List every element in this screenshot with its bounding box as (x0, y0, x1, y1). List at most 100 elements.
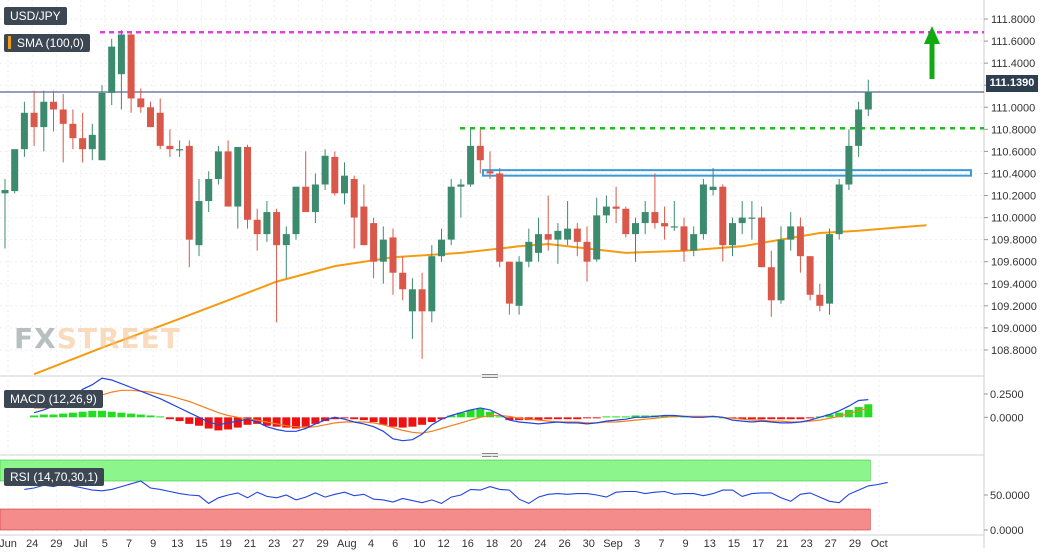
candle-body-up (738, 217, 746, 224)
macd-histogram-bar (495, 416, 504, 418)
x-tick-label: 30 (583, 538, 595, 550)
macd-histogram-bar (321, 417, 330, 422)
macd-histogram-bar (427, 417, 436, 422)
candle-body-up (195, 201, 203, 246)
macd-histogram-bar (553, 417, 562, 420)
candle-body-down (79, 138, 87, 150)
macd-histogram-bar (156, 416, 165, 418)
candle-body-down (370, 223, 378, 262)
x-tick-label: 15 (195, 538, 207, 550)
candle-body-up (457, 184, 465, 187)
candle-body-down (796, 226, 804, 257)
macd-histogram-bar (195, 417, 203, 426)
candle-body-down (30, 112, 38, 128)
macd-histogram-bar (359, 417, 368, 421)
candle-body-up (117, 34, 125, 75)
x-tick-label: 19 (220, 538, 232, 550)
candle-body-down (302, 186, 310, 213)
rsi-panel (0, 459, 888, 531)
macd-histogram-bar (107, 411, 116, 418)
x-tick-label: 17 (752, 538, 764, 550)
candle-body-down (505, 261, 513, 304)
rsi-oversold-zone (0, 508, 871, 531)
price-tick-label: 111.4000 (991, 58, 1035, 70)
support-zone-rect (482, 169, 972, 177)
x-tick-label: 4 (368, 538, 374, 550)
macd-histogram-bar (641, 415, 650, 418)
candle-body-up (670, 226, 678, 228)
price-tick-label: 109.0000 (991, 323, 1037, 335)
x-tick-label: 24 (26, 538, 38, 550)
macd-histogram-bar (544, 417, 553, 420)
macd-histogram-bar (204, 417, 213, 429)
candle-body-up (748, 217, 756, 219)
candle-body-up (864, 91, 872, 110)
price-tick-label: 108.8000 (991, 345, 1037, 357)
macd-histogram-bar (136, 414, 145, 418)
candle-body-up (428, 256, 436, 312)
candle-body-down (612, 206, 620, 209)
x-tick-label: 21 (244, 538, 256, 550)
macd-histogram-bar (214, 417, 223, 431)
candle-body-down (622, 208, 630, 235)
x-tick-label: 23 (268, 538, 280, 550)
candle-body-up (690, 234, 698, 251)
candle-body-up (729, 223, 736, 246)
candle-body-up (602, 206, 610, 216)
candle-body-down (331, 156, 339, 194)
candle-body-down (156, 112, 164, 146)
price-tick-label: 110.0000 (991, 213, 1036, 225)
x-tick-label: 9 (150, 538, 156, 550)
x-tick-label: Oct (871, 538, 888, 550)
last-price-tag: 111.1390 (986, 75, 1038, 92)
x-tick-label: 26 (558, 538, 570, 550)
rsi-tick-label: 50.0000 (990, 490, 1030, 502)
candle-body-down (651, 212, 659, 224)
macd-histogram-bar (117, 412, 126, 418)
macd-histogram-bar (486, 411, 494, 418)
macd-histogram-bar (350, 417, 359, 420)
sma-swatch (8, 36, 11, 49)
macd-label: MACD (12,26,9) (4, 390, 103, 408)
macd-histogram-bar (127, 413, 136, 418)
macd-histogram-bar (602, 416, 611, 418)
macd-histogram-bar (292, 417, 300, 429)
candle-body-up (205, 178, 213, 202)
candle-body-up (593, 215, 601, 260)
x-tick-label: Aug (337, 538, 357, 550)
symbol-label: USD/JPY (4, 7, 67, 25)
macd-histogram-bar (621, 416, 630, 418)
candle-body-down (147, 107, 154, 128)
macd-histogram-bar (175, 417, 184, 422)
price-panel-frame (0, 2, 1040, 372)
macd-signal-line (34, 389, 869, 434)
candle-body-down (583, 241, 591, 262)
candle-body-down (50, 101, 57, 110)
x-tick-label: 5 (102, 538, 108, 550)
candle-body-down (758, 217, 766, 268)
macd-histogram-bar (660, 415, 669, 418)
candle-body-down (360, 206, 368, 246)
candle-body-down (544, 234, 552, 240)
sma-legend: SMA (100,0) (4, 34, 90, 52)
candle-body-up (341, 175, 348, 194)
macd-histogram-bar (854, 407, 863, 418)
candle-body-down (137, 98, 145, 108)
x-tick-label: 21 (776, 538, 788, 550)
macd-histogram-bar (39, 414, 48, 418)
macd-histogram-bar (437, 417, 446, 420)
candle-body-down (244, 146, 251, 220)
x-tick-label: 29 (849, 538, 861, 550)
macd-histogram-bar (30, 415, 39, 418)
macd-histogram-bar (68, 412, 77, 418)
x-tick-label: 12 (437, 538, 449, 550)
x-tick-label: 20 (510, 538, 522, 550)
candle-body-down (418, 289, 426, 312)
candle-body-up (234, 146, 242, 207)
candle-body-up (108, 46, 116, 93)
candle-body-down (486, 171, 494, 174)
x-tick-label: 6 (392, 538, 398, 550)
candle-body-up (525, 241, 533, 262)
macd-histogram-bar (233, 417, 242, 428)
price-tick-label: 111.6000 (991, 36, 1035, 48)
